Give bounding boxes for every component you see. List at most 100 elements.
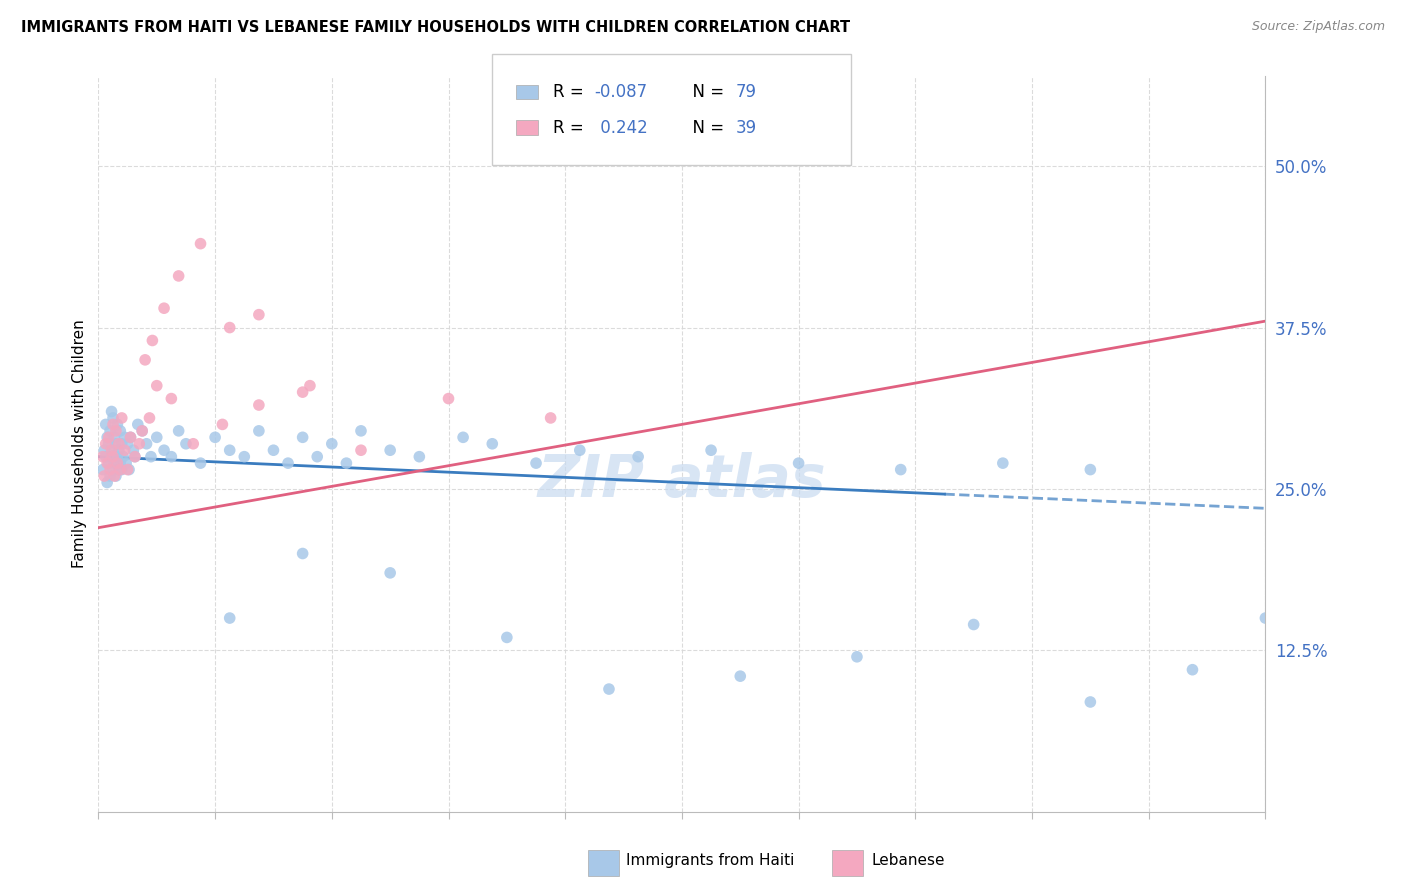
Point xyxy=(181,436,204,450)
Point xyxy=(153,301,176,316)
Point xyxy=(105,450,128,464)
Point xyxy=(153,443,176,458)
Point xyxy=(115,456,138,470)
Point xyxy=(101,462,124,476)
Text: N =: N = xyxy=(682,119,730,136)
Point xyxy=(627,450,650,464)
Point xyxy=(568,443,591,458)
Point xyxy=(100,404,122,418)
Point xyxy=(380,443,402,458)
Point xyxy=(846,649,869,664)
FancyBboxPatch shape xyxy=(588,850,619,876)
Point xyxy=(211,417,233,432)
Text: Source: ZipAtlas.com: Source: ZipAtlas.com xyxy=(1251,20,1385,33)
Point xyxy=(350,424,373,438)
Point xyxy=(110,424,132,438)
Point xyxy=(700,443,723,458)
Point xyxy=(167,424,190,438)
Point xyxy=(91,450,114,464)
Point xyxy=(247,398,270,412)
Point xyxy=(233,450,256,464)
Point xyxy=(97,456,120,470)
Point xyxy=(277,456,299,470)
Text: -0.087: -0.087 xyxy=(595,83,648,101)
Text: ZIP atlas: ZIP atlas xyxy=(537,452,827,509)
Point xyxy=(496,631,519,645)
Point xyxy=(991,456,1014,470)
Text: N =: N = xyxy=(682,83,730,101)
Point xyxy=(408,450,430,464)
Point xyxy=(124,450,146,464)
Point xyxy=(91,462,114,476)
Text: 39: 39 xyxy=(735,119,756,136)
Point xyxy=(111,411,134,425)
Point xyxy=(98,424,121,438)
Point xyxy=(103,456,125,470)
Point xyxy=(101,450,124,464)
Point xyxy=(146,430,169,444)
Text: R =: R = xyxy=(553,119,589,136)
Point xyxy=(167,268,190,283)
Point xyxy=(110,456,132,470)
Point xyxy=(128,436,150,450)
Point xyxy=(135,436,157,450)
Point xyxy=(380,566,402,580)
Point xyxy=(291,385,314,400)
Point xyxy=(98,462,121,476)
Point xyxy=(104,436,127,450)
Point xyxy=(111,436,134,450)
Text: 0.242: 0.242 xyxy=(595,119,648,136)
Point xyxy=(114,443,136,458)
Point xyxy=(481,436,503,450)
Text: R =: R = xyxy=(553,83,589,101)
Point xyxy=(190,456,212,470)
Point xyxy=(451,430,474,444)
Point xyxy=(100,443,122,458)
FancyBboxPatch shape xyxy=(832,850,863,876)
Point xyxy=(114,430,136,444)
Point xyxy=(111,462,134,476)
Point xyxy=(112,450,135,464)
Point xyxy=(104,424,127,438)
Point xyxy=(218,443,240,458)
Text: IMMIGRANTS FROM HAITI VS LEBANESE FAMILY HOUSEHOLDS WITH CHILDREN CORRELATION CH: IMMIGRANTS FROM HAITI VS LEBANESE FAMILY… xyxy=(21,20,851,35)
Point xyxy=(100,450,122,464)
Point xyxy=(134,352,156,367)
Point xyxy=(101,417,124,432)
Point xyxy=(350,443,373,458)
Point xyxy=(174,436,197,450)
Point xyxy=(1080,695,1102,709)
Point xyxy=(105,417,128,432)
Point xyxy=(104,469,127,483)
Point xyxy=(108,462,131,476)
Point xyxy=(730,669,752,683)
Point xyxy=(98,469,121,483)
Point xyxy=(218,320,240,334)
Point xyxy=(131,424,153,438)
Point xyxy=(890,462,912,476)
Point xyxy=(117,436,139,450)
Point xyxy=(437,392,460,406)
Point xyxy=(190,236,212,251)
Point xyxy=(94,417,117,432)
Point xyxy=(335,456,357,470)
Point xyxy=(93,469,115,483)
Text: Immigrants from Haiti: Immigrants from Haiti xyxy=(626,854,794,868)
Point xyxy=(524,456,547,470)
Point xyxy=(103,430,125,444)
Text: 79: 79 xyxy=(735,83,756,101)
Point xyxy=(146,378,169,392)
Point xyxy=(124,450,146,464)
Point xyxy=(96,430,118,444)
Point xyxy=(540,411,562,425)
Text: Lebanese: Lebanese xyxy=(872,854,945,868)
Point xyxy=(97,430,120,444)
Point xyxy=(120,430,142,444)
Point xyxy=(117,462,139,476)
Point xyxy=(94,436,117,450)
Point xyxy=(103,469,125,483)
Y-axis label: Family Households with Children: Family Households with Children xyxy=(72,319,87,568)
Point xyxy=(291,547,314,561)
Point xyxy=(204,430,226,444)
Point xyxy=(160,450,183,464)
